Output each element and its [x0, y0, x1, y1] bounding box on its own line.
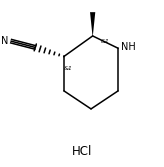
Text: NH: NH — [121, 42, 135, 52]
Text: HCl: HCl — [72, 145, 92, 158]
Text: &1: &1 — [64, 66, 72, 71]
Polygon shape — [90, 12, 95, 36]
Text: N: N — [1, 36, 9, 46]
Text: &1: &1 — [101, 39, 109, 44]
